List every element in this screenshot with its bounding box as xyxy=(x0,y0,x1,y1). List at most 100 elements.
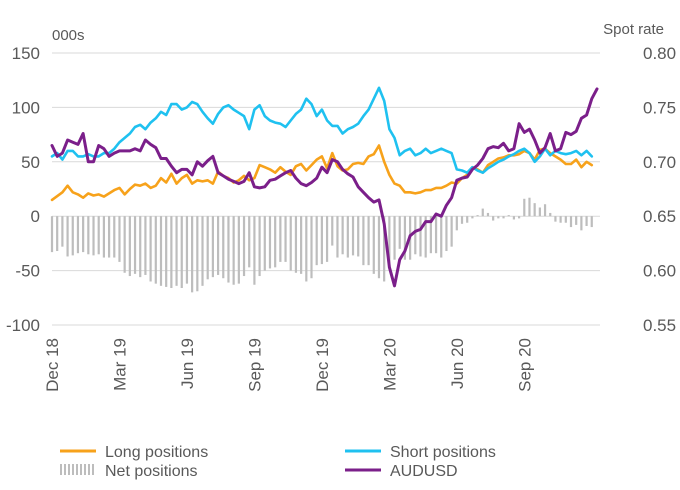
net-position-bar xyxy=(133,216,137,274)
left-axis-tick-labels: 150 100 50 0 -50 -100 xyxy=(6,44,40,335)
left-axis-tick-label: 0 xyxy=(31,207,40,226)
net-position-bar xyxy=(362,216,365,266)
net-position-bar xyxy=(403,216,407,260)
net-position-bar xyxy=(242,216,246,277)
net-position-bar xyxy=(227,216,230,283)
net-position-bar xyxy=(180,216,183,289)
net-position-bar xyxy=(279,216,282,262)
net-position-bar xyxy=(216,216,220,275)
net-position-bar xyxy=(320,216,323,265)
net-position-bar xyxy=(336,216,339,258)
x-axis-tick-label: Mar 20 xyxy=(380,338,399,391)
net-position-bar xyxy=(253,216,256,285)
net-position-bar xyxy=(414,216,417,255)
legend-item: AUDUSD xyxy=(345,463,458,480)
legend-swatch-bar xyxy=(64,464,66,475)
net-position-bar xyxy=(502,216,505,219)
net-position-bar xyxy=(518,216,521,219)
legend: Long positions Short positions Net positio… xyxy=(60,444,496,480)
net-position-bar xyxy=(128,216,131,277)
legend-item: Net positions xyxy=(60,463,198,480)
net-position-bar xyxy=(149,216,152,282)
net-position-bar xyxy=(165,216,168,287)
net-position-bar xyxy=(102,216,105,258)
net-position-bar xyxy=(476,215,479,217)
left-axis-unit-label: 000s xyxy=(52,27,85,44)
net-position-bar xyxy=(211,216,214,278)
x-axis-tick-label: Dec 18 xyxy=(43,338,62,392)
net-position-bar xyxy=(569,216,573,228)
net-position-bar xyxy=(466,216,469,223)
net-position-bar xyxy=(372,216,375,274)
net-position-bar xyxy=(450,216,453,247)
right-axis-tick-label: 0.60 xyxy=(643,262,676,281)
net-position-bar xyxy=(528,197,531,217)
net-position-bar xyxy=(580,216,583,231)
net-position-bar xyxy=(196,216,199,292)
net-position-bar xyxy=(429,216,432,254)
right-axis-tick-label: 0.65 xyxy=(643,207,676,226)
net-position-bar xyxy=(325,216,329,262)
net-position-bar xyxy=(97,216,100,255)
net-position-bar xyxy=(492,216,495,221)
net-position-bar xyxy=(357,216,360,257)
net-position-bar xyxy=(564,216,567,223)
net-position-bar xyxy=(50,216,54,253)
left-axis-tick-label: 150 xyxy=(12,44,40,63)
net-position-bar xyxy=(419,216,422,257)
legend-swatch-bar xyxy=(80,464,82,475)
net-position-bar xyxy=(284,216,287,262)
net-position-bar xyxy=(113,216,116,258)
right-axis-tick-label: 0.80 xyxy=(643,44,676,63)
net-position-bar xyxy=(300,216,303,274)
net-position-bar xyxy=(206,216,209,280)
net-position-bar xyxy=(87,216,90,255)
net-position-bar xyxy=(263,216,266,271)
left-axis-tick-label: -50 xyxy=(15,262,40,281)
right-axis-tick-label: 0.70 xyxy=(643,153,676,172)
net-position-bar xyxy=(549,212,552,217)
net-position-bar xyxy=(118,216,121,262)
legend-item: Short positions xyxy=(345,444,496,461)
net-position-bar xyxy=(289,216,292,271)
net-position-bar xyxy=(575,216,578,225)
legend-swatch-bar xyxy=(68,464,70,475)
net-position-bar xyxy=(315,216,318,266)
legend-label: AUDUSD xyxy=(390,463,458,480)
net-position-bar xyxy=(512,216,516,220)
net-position-bar xyxy=(388,216,391,268)
x-axis-tick-labels: Dec 18 Mar 19 Jun 19 Sep 19 Dec 19 Mar 20 Jun … xyxy=(43,338,534,392)
net-position-bar xyxy=(455,216,458,231)
net-position-bar xyxy=(237,216,240,284)
left-axis-tick-label: 100 xyxy=(12,98,40,117)
net-position-bar xyxy=(341,216,344,255)
net-position-bar xyxy=(486,212,490,217)
net-position-bar xyxy=(71,216,74,256)
net-position-bar xyxy=(222,216,225,279)
net-position-bar xyxy=(268,216,272,269)
net-position-bar xyxy=(107,216,111,258)
net-position-bar xyxy=(139,216,142,278)
net-position-bar xyxy=(305,216,308,282)
net-position-bar xyxy=(523,198,526,217)
net-position-bar xyxy=(424,216,427,258)
net-position-bar xyxy=(507,215,510,217)
net-position-bar xyxy=(377,216,381,279)
right-axis-tick-label: 0.75 xyxy=(643,98,676,117)
net-position-bar xyxy=(393,216,396,260)
x-axis-tick-label: Dec 19 xyxy=(313,338,332,392)
legend-item: Long positions xyxy=(60,444,208,461)
legend-label: Short positions xyxy=(390,444,496,461)
x-axis-tick-label: Sep 19 xyxy=(245,338,264,392)
left-axis-tick-label: 50 xyxy=(21,153,40,172)
x-axis-tick-label: Mar 19 xyxy=(110,338,129,391)
net-position-bar xyxy=(434,216,438,254)
net-position-bar xyxy=(76,216,80,254)
net-position-bar xyxy=(191,216,194,293)
left-axis-tick-label: -100 xyxy=(6,316,40,335)
net-position-bar xyxy=(533,203,536,217)
legend-label: Net positions xyxy=(105,463,198,480)
net-position-bar xyxy=(559,216,562,223)
net-position-bar xyxy=(61,216,64,247)
net-position-bar xyxy=(185,216,189,284)
